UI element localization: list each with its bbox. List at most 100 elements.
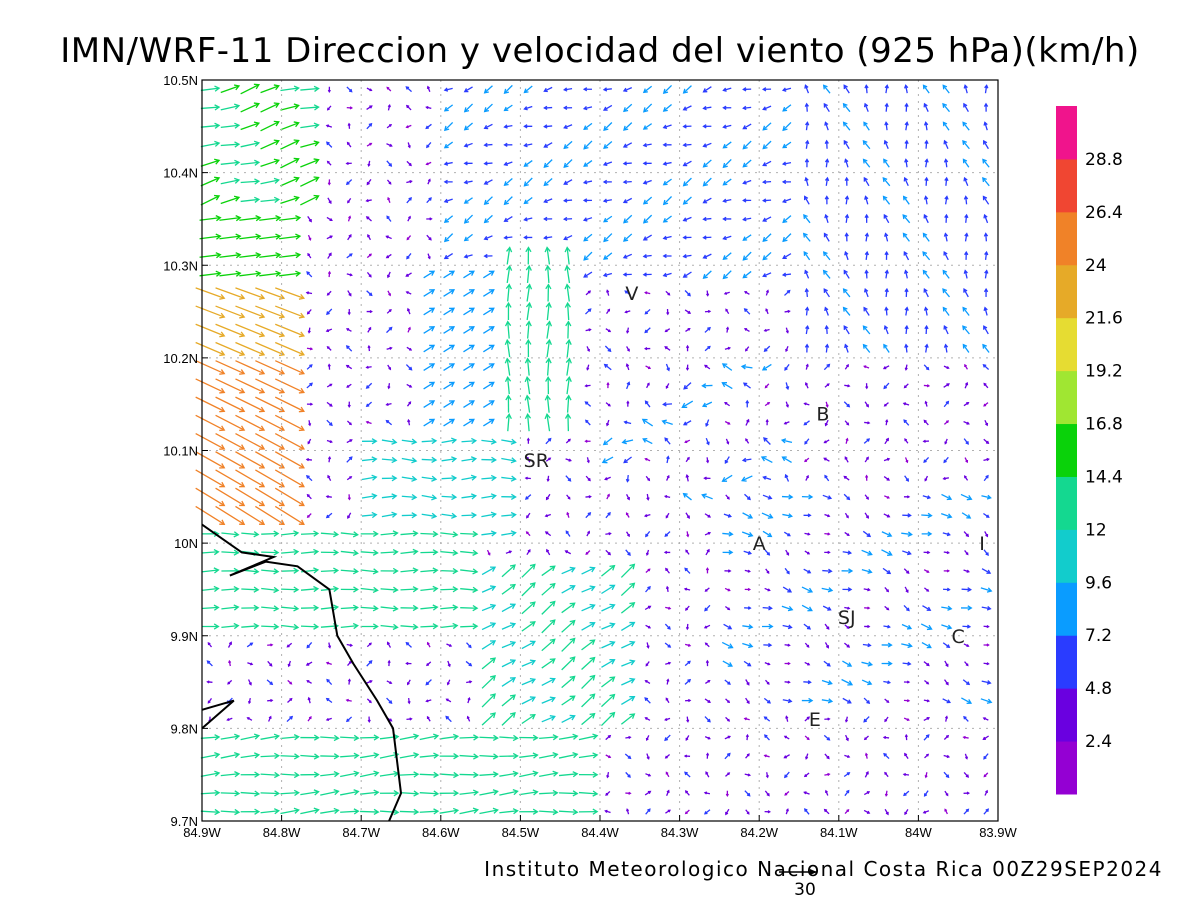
wind-arrow [366, 271, 372, 278]
wind-arrow [280, 85, 300, 92]
wind-arrow [863, 697, 871, 704]
wind-arrow [399, 790, 420, 797]
wind-arrow [545, 493, 551, 501]
wind-arrow [725, 790, 729, 797]
wind-arrow [942, 121, 950, 131]
wind-arrow [644, 291, 651, 295]
wind-arrow [565, 375, 572, 395]
wind-arrow [379, 770, 400, 778]
wind-arrow [665, 512, 670, 519]
wind-arrow [902, 214, 911, 224]
wind-arrow [463, 122, 473, 131]
wind-arrow [602, 179, 612, 185]
wind-arrow [443, 161, 453, 166]
wind-arrow [804, 550, 811, 555]
wind-arrow [983, 474, 989, 482]
wind-arrow [646, 642, 650, 649]
colorbar-segment [1056, 688, 1077, 742]
wind-arrow [274, 396, 305, 413]
wind-arrow [545, 283, 552, 302]
wind-arrow [662, 215, 672, 223]
wind-arrow [704, 716, 711, 723]
wind-arrow [407, 326, 411, 333]
wind-arrow [483, 235, 493, 241]
wind-arrow [219, 215, 242, 222]
wind-arrow [307, 327, 311, 334]
wind-arrow [219, 270, 242, 277]
wind-arrow [523, 124, 533, 129]
wind-arrow [564, 264, 571, 284]
wind-arrow [327, 179, 331, 186]
wind-arrow [923, 306, 929, 316]
wind-arrow [903, 419, 910, 426]
wind-arrow [665, 809, 671, 814]
wind-arrow [602, 87, 612, 92]
wind-arrow [347, 678, 351, 685]
wind-arrow [366, 698, 372, 704]
wind-arrow [944, 213, 949, 223]
wind-arrow [745, 399, 750, 408]
wind-arrow [742, 270, 752, 279]
wind-arrow [565, 394, 572, 413]
wind-arrow [443, 233, 454, 243]
wind-arrow [701, 493, 713, 500]
wind-arrow [704, 698, 711, 703]
wind-arrow [824, 213, 829, 224]
reference-vector: 30 [779, 869, 817, 900]
wind-arrow [501, 475, 517, 482]
wind-arrow [386, 215, 392, 222]
wind-arrow [306, 680, 312, 684]
wind-arrow [300, 85, 320, 92]
wind-arrow [345, 345, 353, 352]
wind-arrow [904, 733, 908, 741]
wind-arrow [642, 196, 653, 205]
wind-arrow [562, 105, 573, 110]
wind-arrow [255, 451, 286, 469]
wind-arrow [823, 808, 830, 815]
wind-arrow [240, 178, 261, 185]
wind-arrow [558, 771, 579, 778]
wind-arrow [704, 736, 711, 740]
wind-arrow [982, 158, 990, 168]
wind-arrow [423, 381, 436, 390]
wind-arrow [325, 661, 332, 665]
wind-arrow [665, 606, 672, 610]
wind-arrow [525, 246, 532, 265]
wind-arrow [380, 605, 399, 612]
wind-arrow [861, 679, 873, 686]
wind-arrow [246, 642, 254, 648]
wind-arrow [346, 253, 353, 259]
wind-arrow [644, 680, 651, 684]
wind-arrow [603, 233, 613, 243]
wind-arrow [421, 475, 438, 482]
wind-arrow [644, 308, 651, 315]
wind-arrow [405, 661, 412, 666]
wind-arrow [255, 487, 286, 507]
wind-arrow [984, 250, 989, 260]
wind-arrow [883, 624, 891, 629]
wind-arrow [683, 754, 691, 758]
wind-arrow [279, 233, 302, 240]
wind-arrow [326, 678, 333, 685]
wind-arrow [235, 451, 266, 469]
wind-arrow [702, 253, 712, 259]
reference-vector-label: 30 [794, 880, 816, 900]
wind-arrow [764, 383, 770, 389]
wind-arrow [347, 660, 352, 666]
figure-title: IMN/WRF-11 Direccion y velocidad del vie… [60, 31, 1139, 71]
wind-arrow [960, 493, 973, 501]
wind-arrow [884, 121, 889, 131]
wind-arrow [386, 680, 393, 684]
wind-arrow [279, 215, 302, 222]
credit-text: Instituto Meteorologico Nacional Costa R… [484, 857, 1163, 881]
wind-arrow [521, 621, 536, 632]
wind-arrow [503, 161, 513, 167]
wind-arrow [300, 194, 320, 206]
wind-arrow [440, 531, 459, 538]
wind-arrow [645, 624, 652, 629]
wind-arrow [463, 180, 473, 185]
wind-arrow [381, 438, 398, 445]
wind-arrow [523, 177, 533, 187]
wind-arrow [561, 695, 576, 706]
wind-arrow [923, 456, 930, 464]
